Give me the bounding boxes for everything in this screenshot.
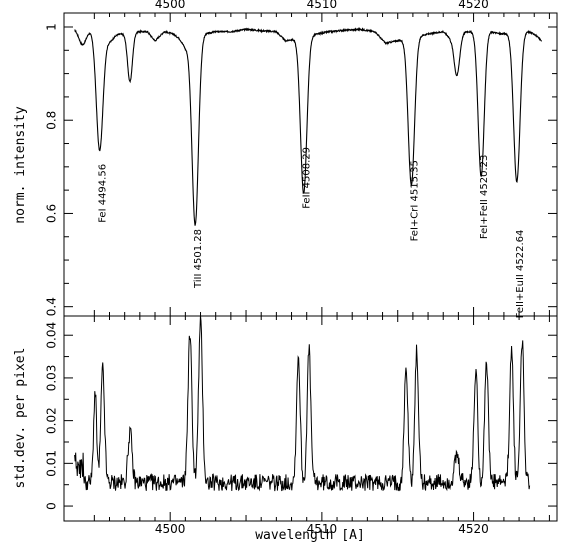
line-annotation: FeI 4494.56 <box>98 164 109 223</box>
bottom-y-tick-label: 0.04 <box>45 322 59 349</box>
top-y-tick-label: 1 <box>45 23 59 31</box>
std-dev-line <box>74 315 531 492</box>
line-annotation: FeII 4508.29 <box>302 147 313 209</box>
line-annotations: FeI 4494.56 TiII 4501.28 FeII 4508.29 FeI+C… <box>98 147 526 318</box>
bottom-x-tick-label: 4520 <box>458 522 489 536</box>
top-y-axis-title: norm. intensity <box>13 106 28 224</box>
line-annotation: FeI+FeII 4520.23 <box>479 155 490 239</box>
bottom-panel-frame <box>63 315 558 522</box>
line-annotation: TiII 4501.28 <box>193 229 204 289</box>
bottom-y-tick-label: 0.03 <box>45 365 59 392</box>
bottom-panel-ticks: 4500 4510 4520 0 0.01 0.02 0.03 0.04 <box>45 316 557 536</box>
bottom-y-tick-label: 0.02 <box>45 407 59 434</box>
top-panel-ticks: 4500 4510 4520 0.4 0.6 0.8 1 <box>45 0 557 316</box>
normalized-intensity-line <box>74 26 543 226</box>
top-x-tick-label: 4510 <box>307 0 338 11</box>
top-x-tick-label: 4520 <box>458 0 489 11</box>
bottom-y-axis-title: std.dev. per pixel <box>13 348 28 489</box>
bottom-y-tick-label: 0.01 <box>45 450 59 477</box>
bottom-x-tick-label: 4510 <box>307 522 338 536</box>
top-x-tick-label: 4500 <box>155 0 186 11</box>
bottom-y-tick-label: 0 <box>45 502 59 510</box>
x-axis-title: wavelength [A] <box>255 528 365 543</box>
line-annotation: FeII+EuII 4522.64 <box>515 230 526 319</box>
line-annotation: FeI+CrI 4515.35 <box>409 160 420 241</box>
top-y-tick-label: 0.8 <box>45 111 59 130</box>
bottom-x-tick-label: 4500 <box>155 522 186 536</box>
top-y-tick-label: 0.4 <box>45 297 59 316</box>
top-y-tick-label: 0.6 <box>45 204 59 223</box>
